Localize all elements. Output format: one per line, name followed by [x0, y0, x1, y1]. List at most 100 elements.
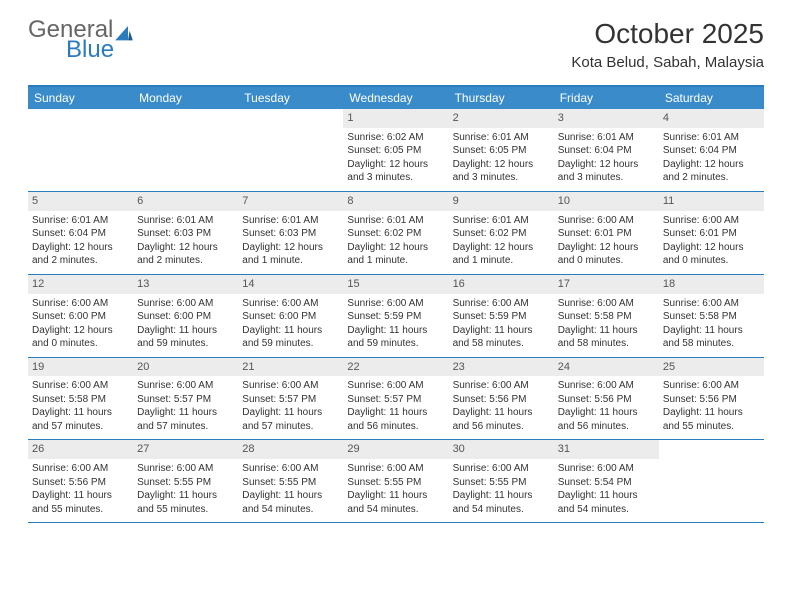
- daylight-line: Daylight: 11 hours and 56 minutes.: [558, 406, 655, 433]
- day-number: 11: [659, 192, 764, 211]
- sunrise-line: Sunrise: 6:00 AM: [558, 214, 655, 228]
- daylight-line: Daylight: 12 hours and 3 minutes.: [453, 158, 550, 185]
- title-block: October 2025 Kota Belud, Sabah, Malaysia: [571, 18, 764, 71]
- daylight-line: Daylight: 12 hours and 1 minute.: [453, 241, 550, 268]
- day-number: 14: [238, 275, 343, 294]
- sunset-line: Sunset: 5:58 PM: [663, 310, 760, 324]
- sunset-line: Sunset: 6:04 PM: [663, 144, 760, 158]
- daylight-line: Daylight: 11 hours and 58 minutes.: [453, 324, 550, 351]
- day-cell: 29Sunrise: 6:00 AMSunset: 5:55 PMDayligh…: [343, 440, 448, 522]
- sunrise-line: Sunrise: 6:00 AM: [663, 379, 760, 393]
- day-number: 2: [449, 109, 554, 128]
- sunrise-line: Sunrise: 6:00 AM: [558, 379, 655, 393]
- day-cell: 5 Sunrise: 6:01 AMSunset: 6:04 PMDaylight…: [28, 192, 133, 274]
- day-number: 7: [238, 192, 343, 211]
- sunrise-line: Sunrise: 6:01 AM: [663, 131, 760, 145]
- sunset-line: Sunset: 6:02 PM: [347, 227, 444, 241]
- sunset-line: Sunset: 6:01 PM: [663, 227, 760, 241]
- day-cell: [133, 109, 238, 191]
- sunset-line: Sunset: 5:59 PM: [453, 310, 550, 324]
- sunrise-line: Sunrise: 6:00 AM: [137, 297, 234, 311]
- day-cell: [28, 109, 133, 191]
- day-number: 17: [554, 275, 659, 294]
- week-row: 26Sunrise: 6:00 AMSunset: 5:56 PMDayligh…: [28, 440, 764, 523]
- sunrise-line: Sunrise: 6:00 AM: [242, 297, 339, 311]
- sunrise-line: Sunrise: 6:00 AM: [347, 297, 444, 311]
- daylight-line: Daylight: 11 hours and 57 minutes.: [137, 406, 234, 433]
- daylight-line: Daylight: 11 hours and 56 minutes.: [453, 406, 550, 433]
- header: GeneralBlue October 2025 Kota Belud, Sab…: [0, 0, 792, 79]
- day-cell: 1Sunrise: 6:02 AMSunset: 6:05 PMDaylight…: [343, 109, 448, 191]
- daylight-line: Daylight: 12 hours and 3 minutes.: [347, 158, 444, 185]
- day-cell: 11 Sunrise: 6:00 AMSunset: 6:01 PMDayligh…: [659, 192, 764, 274]
- daylight-line: Daylight: 11 hours and 59 minutes.: [242, 324, 339, 351]
- sunset-line: Sunset: 6:01 PM: [558, 227, 655, 241]
- sunset-line: Sunset: 6:00 PM: [242, 310, 339, 324]
- day-cell: 8Sunrise: 6:01 AMSunset: 6:02 PMDaylight…: [343, 192, 448, 274]
- day-number: 19: [28, 358, 133, 377]
- sunset-line: Sunset: 5:56 PM: [32, 476, 129, 490]
- sunset-line: Sunset: 5:56 PM: [453, 393, 550, 407]
- daylight-line: Daylight: 11 hours and 58 minutes.: [558, 324, 655, 351]
- sunset-line: Sunset: 6:00 PM: [32, 310, 129, 324]
- day-number: 23: [449, 358, 554, 377]
- day-cell: 14 Sunrise: 6:00 AMSunset: 6:00 PMDayligh…: [238, 275, 343, 357]
- day-number: 28: [238, 440, 343, 459]
- day-cell: 22Sunrise: 6:00 AMSunset: 5:57 PMDayligh…: [343, 358, 448, 440]
- sunset-line: Sunset: 5:56 PM: [663, 393, 760, 407]
- day-number: 6: [133, 192, 238, 211]
- day-number: 29: [343, 440, 448, 459]
- sunrise-line: Sunrise: 6:01 AM: [453, 214, 550, 228]
- sunrise-line: Sunrise: 6:00 AM: [32, 297, 129, 311]
- daylight-line: Daylight: 11 hours and 59 minutes.: [347, 324, 444, 351]
- day-number: 5: [28, 192, 133, 211]
- sunset-line: Sunset: 5:55 PM: [453, 476, 550, 490]
- daylight-line: Daylight: 11 hours and 56 minutes.: [347, 406, 444, 433]
- sunset-line: Sunset: 6:02 PM: [453, 227, 550, 241]
- day-number: 20: [133, 358, 238, 377]
- day-number: 3: [554, 109, 659, 128]
- logo: GeneralBlue: [28, 18, 134, 62]
- weekday-thursday: Thursday: [449, 87, 554, 109]
- day-cell: 21Sunrise: 6:00 AMSunset: 5:57 PMDayligh…: [238, 358, 343, 440]
- daylight-line: Daylight: 12 hours and 0 minutes.: [663, 241, 760, 268]
- day-number: 21: [238, 358, 343, 377]
- sunrise-line: Sunrise: 6:00 AM: [663, 297, 760, 311]
- daylight-line: Daylight: 12 hours and 2 minutes.: [137, 241, 234, 268]
- day-number: 24: [554, 358, 659, 377]
- sunrise-line: Sunrise: 6:01 AM: [32, 214, 129, 228]
- day-number: 4: [659, 109, 764, 128]
- weekday-saturday: Saturday: [659, 87, 764, 109]
- sunrise-line: Sunrise: 6:00 AM: [663, 214, 760, 228]
- sunrise-line: Sunrise: 6:00 AM: [347, 379, 444, 393]
- sunrise-line: Sunrise: 6:00 AM: [242, 462, 339, 476]
- daylight-line: Daylight: 12 hours and 2 minutes.: [32, 241, 129, 268]
- day-cell: 9 Sunrise: 6:01 AMSunset: 6:02 PMDaylight…: [449, 192, 554, 274]
- sunset-line: Sunset: 6:03 PM: [242, 227, 339, 241]
- day-number: 9: [449, 192, 554, 211]
- daylight-line: Daylight: 11 hours and 58 minutes.: [663, 324, 760, 351]
- daylight-line: Daylight: 11 hours and 57 minutes.: [242, 406, 339, 433]
- week-row: 12Sunrise: 6:00 AMSunset: 6:00 PMDayligh…: [28, 275, 764, 358]
- month-title: October 2025: [571, 18, 764, 50]
- day-number: 27: [133, 440, 238, 459]
- day-cell: 20Sunrise: 6:00 AMSunset: 5:57 PMDayligh…: [133, 358, 238, 440]
- day-number: 15: [343, 275, 448, 294]
- day-number: [28, 109, 133, 128]
- day-cell: 16Sunrise: 6:00 AMSunset: 5:59 PMDayligh…: [449, 275, 554, 357]
- day-cell: 2Sunrise: 6:01 AMSunset: 6:05 PMDaylight…: [449, 109, 554, 191]
- day-cell: 12Sunrise: 6:00 AMSunset: 6:00 PMDayligh…: [28, 275, 133, 357]
- day-cell: 7Sunrise: 6:01 AMSunset: 6:03 PMDaylight…: [238, 192, 343, 274]
- sunrise-line: Sunrise: 6:01 AM: [242, 214, 339, 228]
- day-cell: 28Sunrise: 6:00 AMSunset: 5:55 PMDayligh…: [238, 440, 343, 522]
- sunrise-line: Sunrise: 6:00 AM: [32, 379, 129, 393]
- day-number: 26: [28, 440, 133, 459]
- day-cell: 19Sunrise: 6:00 AMSunset: 5:58 PMDayligh…: [28, 358, 133, 440]
- sunset-line: Sunset: 6:04 PM: [32, 227, 129, 241]
- day-cell: 13Sunrise: 6:00 AMSunset: 6:00 PMDayligh…: [133, 275, 238, 357]
- sunset-line: Sunset: 5:55 PM: [347, 476, 444, 490]
- sunset-line: Sunset: 5:58 PM: [558, 310, 655, 324]
- sunset-line: Sunset: 5:55 PM: [242, 476, 339, 490]
- daylight-line: Daylight: 12 hours and 0 minutes.: [558, 241, 655, 268]
- daylight-line: Daylight: 12 hours and 1 minute.: [347, 241, 444, 268]
